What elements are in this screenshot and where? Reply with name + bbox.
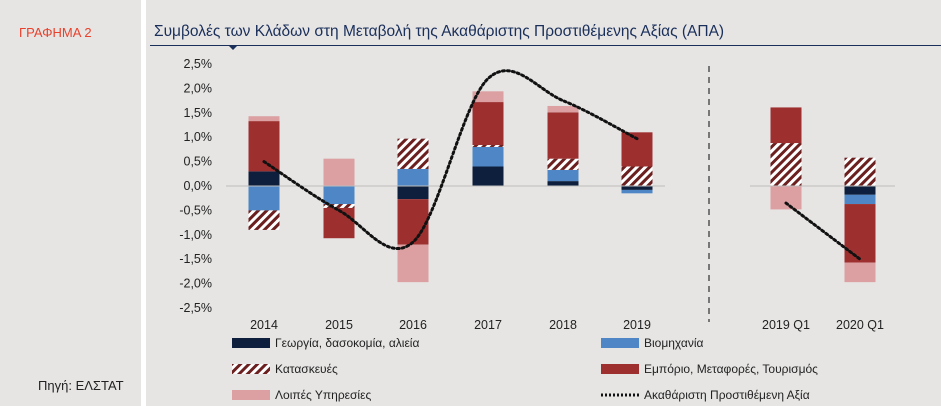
- bar-other_services-2017: [472, 91, 504, 103]
- title-underline-notch: [228, 45, 238, 50]
- bar-agriculture-2019: [621, 186, 653, 190]
- bar-construction-2017: [472, 145, 504, 147]
- x-tick-label: 2018: [549, 318, 577, 332]
- x-tick-label: 2015: [325, 318, 353, 332]
- y-tick-label: -2,0%: [179, 277, 212, 291]
- y-tick-label: 0,0%: [184, 179, 213, 193]
- figure-label: ΓΡΑΦΗΜΑ 2: [19, 25, 92, 40]
- legend-label-industry: Βιομηχανία: [644, 336, 704, 350]
- bar-agriculture-2014: [248, 171, 280, 186]
- bar-industry-2016: [397, 168, 429, 186]
- left-margin-panel: [0, 0, 141, 406]
- bar-other_services-2019-Q1: [770, 186, 802, 210]
- bar-industry-2015: [323, 186, 355, 205]
- legend-swatch-construction: [232, 364, 270, 374]
- legend-label-other_services: Λοιπές Υπηρεσίες: [275, 388, 371, 402]
- bar-industry-2017: [472, 146, 504, 167]
- bar-construction-2019-Q1: [770, 143, 802, 186]
- source-note: Πηγή: ΕΛΣΤΑΤ: [38, 378, 124, 393]
- y-tick-label: -2,5%: [179, 301, 212, 315]
- x-tick-label: 2020 Q1: [836, 318, 884, 332]
- bar-trade-2018: [547, 112, 579, 159]
- bar-agriculture-2016: [397, 186, 429, 200]
- legend-label-construction: Κατασκευές: [275, 362, 338, 376]
- x-tick-label: 2019 Q1: [762, 318, 810, 332]
- bar-agriculture-2017: [472, 166, 504, 186]
- bar-trade-2015: [323, 207, 355, 239]
- y-tick-label: -1,5%: [179, 252, 212, 266]
- panel-divider: [141, 0, 146, 406]
- gva-line-annual: [262, 69, 639, 250]
- bar-other_services-2014: [248, 116, 280, 122]
- y-axis: 2,5% 2,0% 1,5% 1,0% 0,5% 0,0% -0,5% -1,0% -1,5% -…: [179, 57, 212, 315]
- x-tick-label: 2017: [474, 318, 502, 332]
- y-tick-label: 0,5%: [184, 155, 213, 169]
- y-tick-label: 2,0%: [184, 81, 213, 95]
- bar-agriculture-2018: [547, 181, 579, 186]
- bar-other_services-2016: [397, 244, 429, 283]
- title-underline: [150, 45, 941, 46]
- bar-construction-2020-Q1: [844, 157, 876, 186]
- legend-swatch-trade: [601, 364, 639, 374]
- y-tick-label: -1,0%: [179, 228, 212, 242]
- bar-industry-2020-Q1: [844, 194, 876, 205]
- bar-construction-2018: [547, 158, 579, 170]
- gva-line-quarterly: [784, 201, 862, 261]
- bar-other_services-2015: [323, 158, 355, 186]
- x-tick-label: 2019: [623, 318, 651, 332]
- legend-swatch-agriculture: [232, 338, 270, 348]
- y-tick-label: 2,5%: [184, 57, 213, 71]
- legend-swatch-industry: [601, 338, 639, 348]
- bar-industry-2018: [547, 169, 579, 182]
- y-tick-label: 1,5%: [184, 106, 213, 120]
- bar-construction-2015: [323, 204, 355, 208]
- bar-trade-2017: [472, 102, 504, 146]
- bar-construction-2016: [397, 138, 429, 169]
- bar-agriculture-2020-Q1: [844, 186, 876, 195]
- bar-other_services-2020-Q1: [844, 262, 876, 283]
- bar-industry-2019: [621, 189, 653, 194]
- legend-label-trade: Εμπόριο, Μεταφορές, Τουρισμός: [644, 362, 818, 376]
- bar-area: [226, 91, 895, 283]
- bar-industry-2014: [248, 186, 280, 211]
- y-tick-label: 1,0%: [184, 130, 213, 144]
- bar-trade-2016: [397, 199, 429, 245]
- bar-trade-2019-Q1: [770, 107, 802, 144]
- bar-construction-2019: [621, 166, 653, 186]
- chart-title: Συμβολές των Κλάδων στη Μεταβολή της Ακα…: [154, 23, 725, 40]
- legend: Γεωργία, δασοκομία, αλιεία Βιομηχανία Κατα…: [232, 336, 818, 402]
- bar-trade-2020-Q1: [844, 204, 876, 263]
- bar-construction-2014: [248, 210, 280, 230]
- x-tick-label: 2014: [250, 318, 278, 332]
- bar-other_services-2018: [547, 105, 579, 113]
- x-tick-label: 2016: [399, 318, 427, 332]
- legend-label-agriculture: Γεωργία, δασοκομία, αλιεία: [275, 336, 419, 350]
- bar-trade-2014: [248, 121, 280, 172]
- x-axis: 2014 2015 2016 2017 2018 2019 2019 Q1 2020 Q1: [250, 318, 884, 332]
- legend-label-gva_line: Ακαθάριστη Προστιθέμενη Αξία: [644, 388, 810, 402]
- legend-swatch-other_services: [232, 390, 270, 400]
- y-tick-label: -0,5%: [179, 203, 212, 217]
- gva-line-group: [262, 69, 862, 261]
